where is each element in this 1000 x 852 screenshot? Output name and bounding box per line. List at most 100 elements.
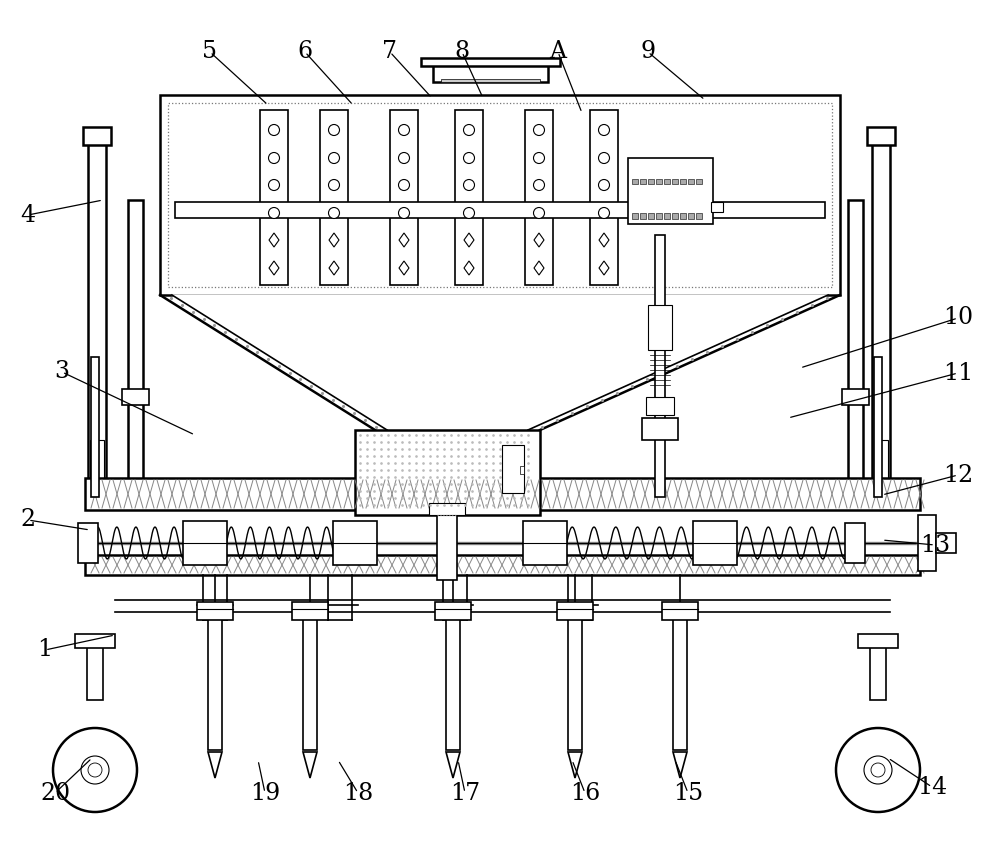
Bar — [429, 503, 465, 515]
Circle shape — [88, 763, 102, 777]
Text: 3: 3 — [54, 360, 70, 383]
Circle shape — [464, 208, 475, 218]
Text: 12: 12 — [943, 463, 973, 486]
Bar — [655, 235, 665, 497]
Polygon shape — [673, 752, 687, 778]
Circle shape — [598, 180, 610, 191]
Circle shape — [328, 180, 340, 191]
Text: 18: 18 — [343, 781, 373, 804]
Text: A: A — [550, 41, 566, 64]
Text: 16: 16 — [570, 781, 600, 804]
Circle shape — [398, 153, 410, 164]
Bar — [870, 645, 886, 700]
Bar — [320, 110, 348, 285]
Bar — [91, 357, 99, 497]
Bar — [183, 521, 227, 565]
Text: 11: 11 — [943, 361, 973, 384]
Bar — [85, 478, 920, 510]
Bar — [90, 440, 104, 490]
Bar — [672, 213, 678, 219]
Bar — [557, 602, 593, 620]
Bar — [646, 397, 674, 415]
Bar — [628, 158, 713, 224]
Circle shape — [328, 153, 340, 164]
Bar — [696, 179, 702, 184]
Circle shape — [598, 208, 610, 218]
Bar — [455, 110, 483, 285]
Bar — [435, 602, 471, 620]
Circle shape — [871, 763, 885, 777]
Polygon shape — [303, 752, 317, 778]
Circle shape — [598, 153, 610, 164]
Bar — [87, 645, 103, 700]
Bar — [437, 515, 457, 580]
Bar — [656, 179, 662, 184]
Text: 10: 10 — [943, 307, 973, 330]
Bar — [688, 213, 694, 219]
Bar — [648, 179, 654, 184]
Bar — [520, 466, 524, 474]
Bar — [673, 610, 687, 750]
Circle shape — [268, 180, 280, 191]
Polygon shape — [446, 752, 460, 778]
Bar — [867, 127, 895, 145]
Bar — [160, 95, 840, 295]
Text: 13: 13 — [920, 533, 950, 556]
Bar — [590, 110, 618, 285]
Bar — [664, 213, 670, 219]
Circle shape — [534, 208, 544, 218]
Bar — [83, 127, 111, 145]
Bar — [441, 79, 540, 82]
Circle shape — [398, 124, 410, 135]
Circle shape — [268, 124, 280, 135]
Text: 4: 4 — [20, 204, 36, 227]
Bar — [874, 440, 888, 490]
Circle shape — [81, 756, 109, 784]
Bar — [688, 179, 694, 184]
Bar — [390, 110, 418, 285]
Bar — [845, 523, 865, 563]
Bar — [842, 389, 869, 405]
Bar — [632, 213, 638, 219]
Text: 9: 9 — [640, 41, 656, 64]
Bar — [75, 634, 115, 648]
Polygon shape — [568, 752, 582, 778]
Bar — [711, 202, 723, 212]
Text: 5: 5 — [202, 41, 218, 64]
Circle shape — [534, 180, 544, 191]
Bar — [175, 202, 825, 218]
Circle shape — [328, 208, 340, 218]
Text: 17: 17 — [450, 781, 480, 804]
Bar — [85, 555, 920, 575]
Bar — [197, 602, 233, 620]
Bar — [656, 213, 662, 219]
Text: 20: 20 — [40, 781, 70, 804]
Bar — [848, 200, 863, 490]
Bar — [535, 523, 555, 563]
Bar — [568, 610, 582, 750]
Text: 19: 19 — [250, 781, 280, 804]
Circle shape — [268, 153, 280, 164]
Polygon shape — [208, 752, 222, 778]
Bar — [872, 135, 890, 490]
Circle shape — [464, 180, 475, 191]
Bar — [696, 213, 702, 219]
Text: 1: 1 — [37, 638, 53, 661]
Bar — [874, 357, 882, 497]
Circle shape — [534, 124, 544, 135]
Text: 6: 6 — [297, 41, 313, 64]
Bar — [672, 179, 678, 184]
Bar — [693, 521, 737, 565]
Bar — [640, 179, 646, 184]
Bar — [433, 60, 548, 82]
Bar — [88, 135, 106, 490]
Bar — [122, 389, 149, 405]
Circle shape — [53, 728, 137, 812]
Bar — [446, 610, 460, 750]
Circle shape — [398, 208, 410, 218]
Circle shape — [864, 756, 892, 784]
Bar — [680, 213, 686, 219]
Bar — [303, 610, 317, 750]
Circle shape — [464, 124, 475, 135]
Circle shape — [534, 153, 544, 164]
